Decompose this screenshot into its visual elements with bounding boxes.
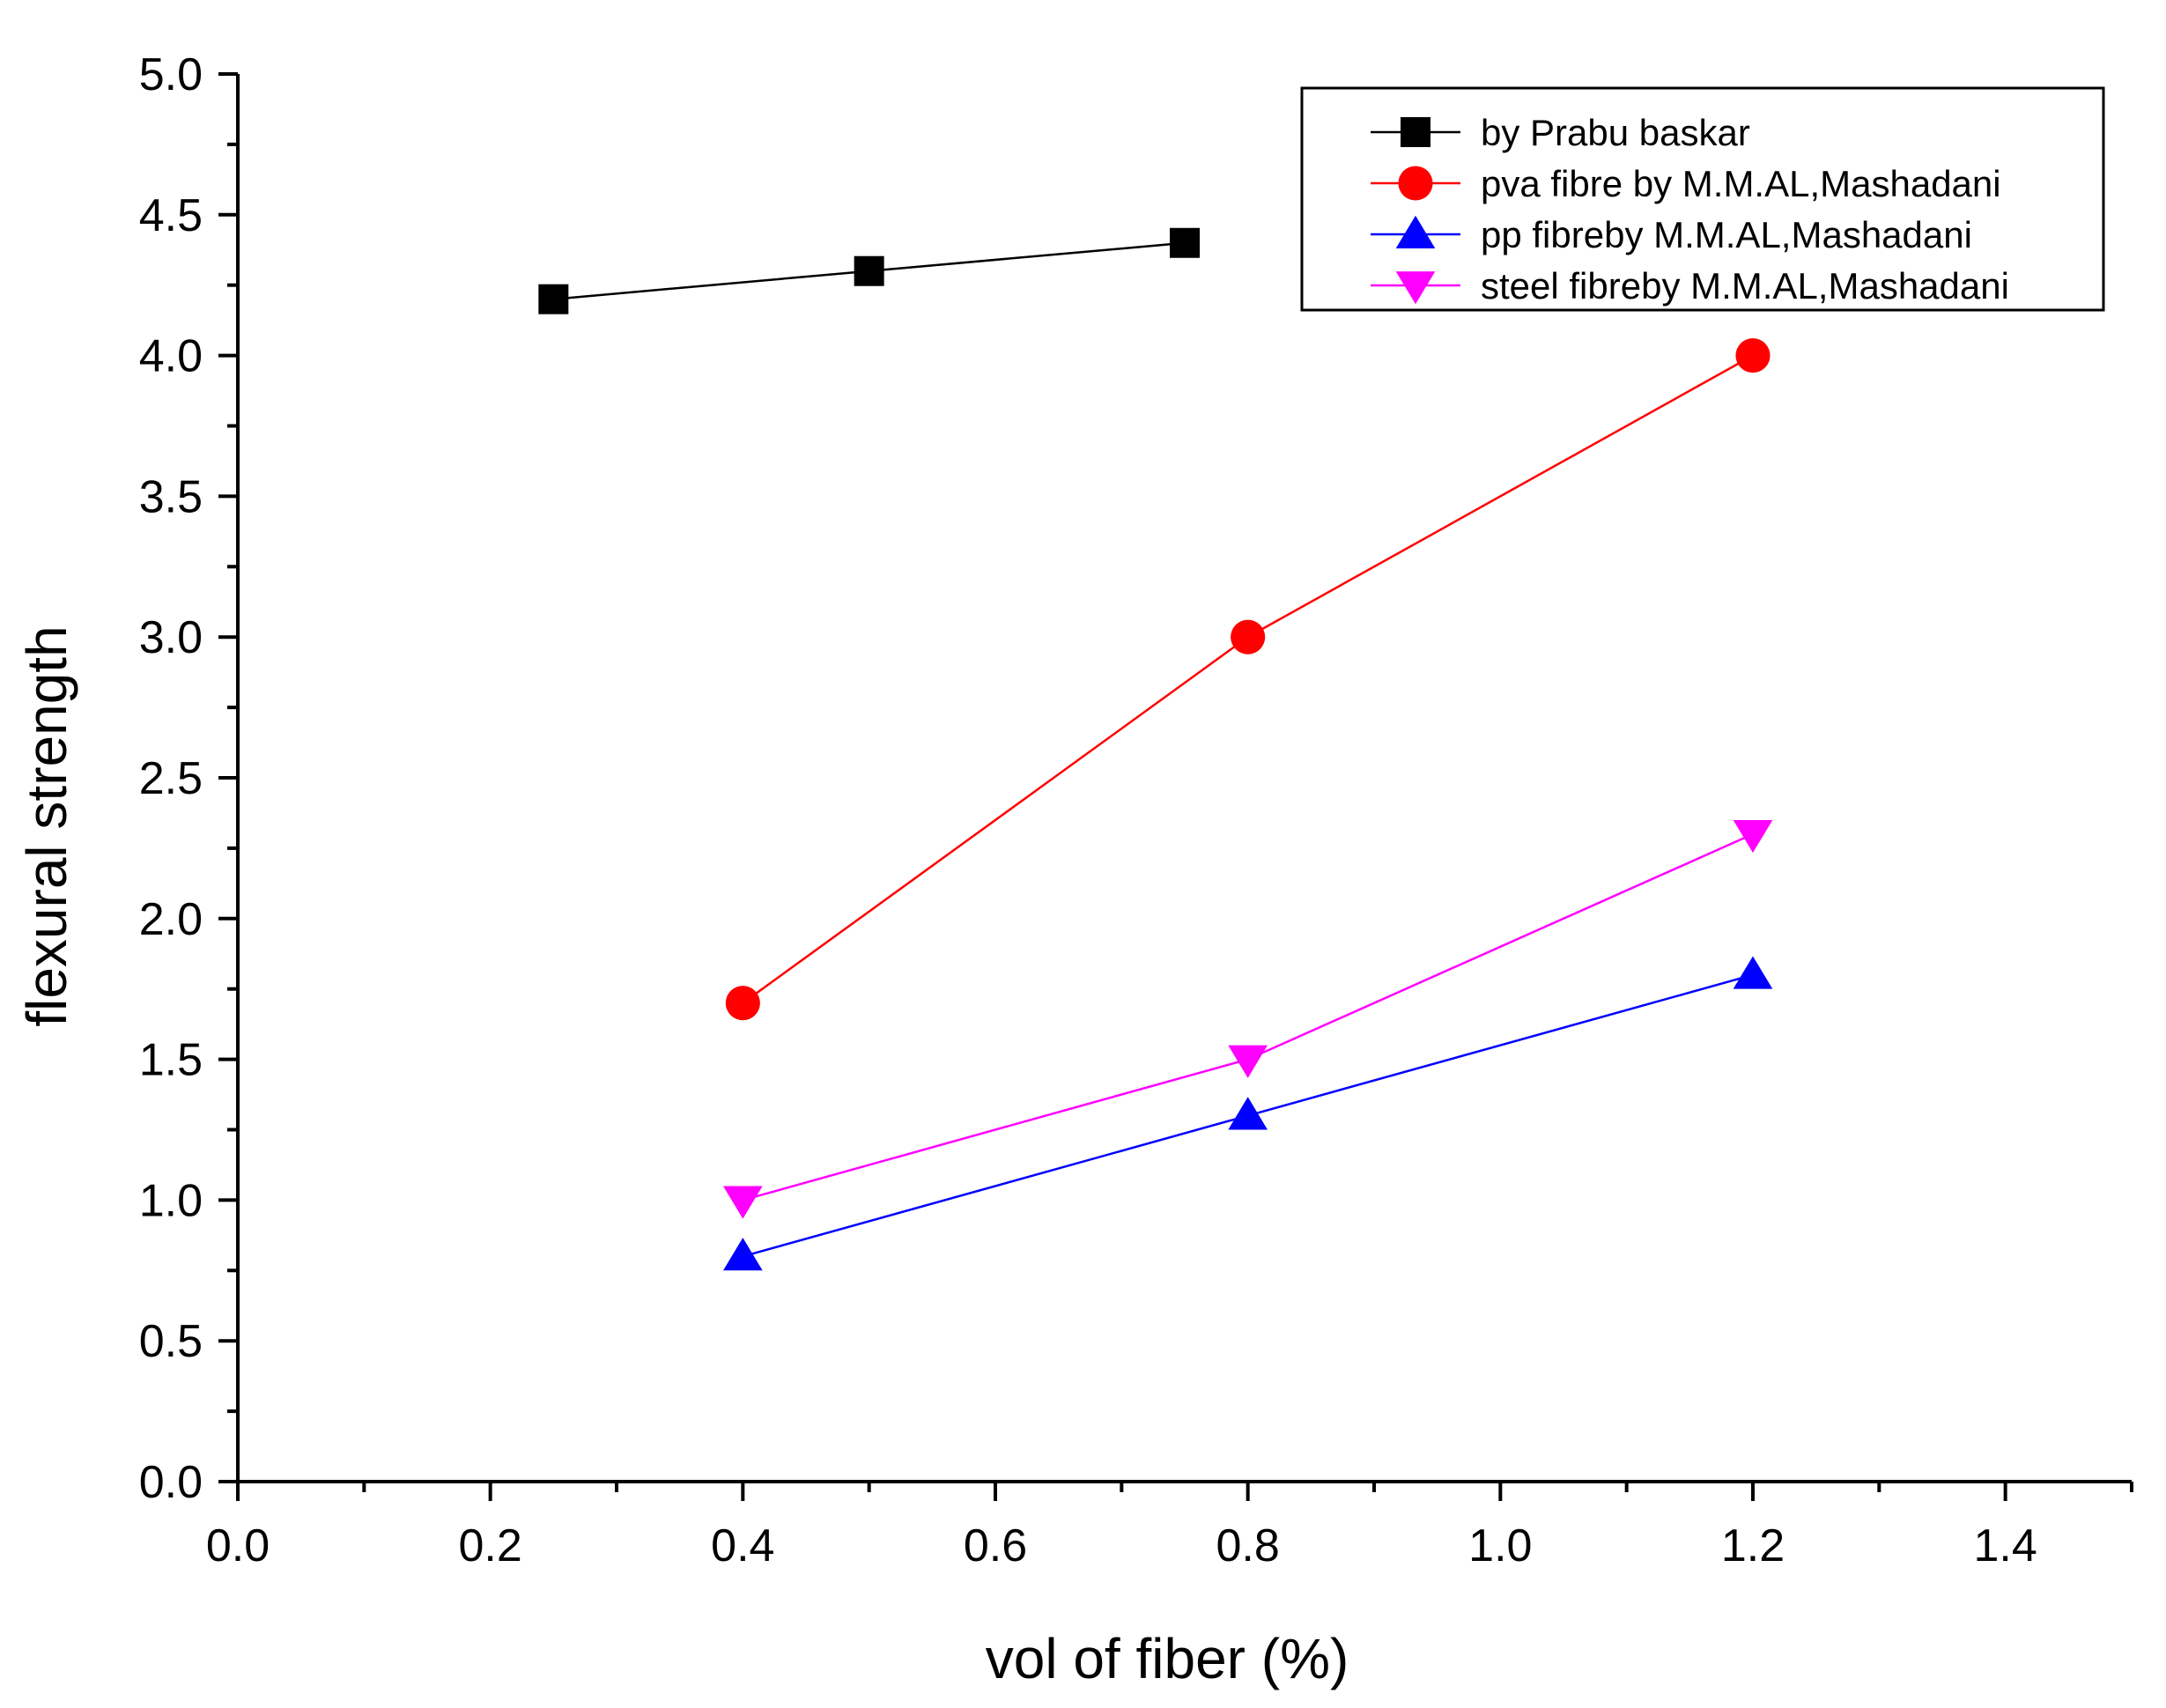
series-1 [725,338,1771,1021]
data-point [538,284,569,314]
data-point [1735,338,1771,373]
series-0 [538,227,1200,314]
x-tick-label: 0.4 [711,1520,774,1571]
data-point [1228,1097,1268,1130]
axes: 0.0 0.2 0.4 0.6 0.8 1.0 1.2 1.4 0.0 0.5 1.0 1.5 2.0 2… [139,49,2133,1571]
data-point [1231,619,1266,654]
data-point [1733,819,1773,854]
data-point [1733,956,1773,989]
data-point [723,1238,763,1271]
legend-marker [1395,271,1436,305]
series-3 [723,819,1773,1219]
y-tick-label: 2.0 [139,894,203,945]
y-tick-label: 0.5 [139,1316,203,1367]
data-point [854,255,884,286]
y-tick-label: 3.5 [139,471,203,522]
data-point [1170,227,1200,258]
legend-label: by Prabu baskar [1481,112,1750,153]
y-tick-label: 2.5 [139,753,203,804]
legend-box [1300,86,2105,312]
x-tick-label: 0.2 [459,1520,522,1571]
legend-marker [1401,117,1430,147]
y-tick-label: 3.0 [139,612,203,663]
legend-item: pva fibre by M.M.AL,Mashadani [1371,163,2001,204]
series-line [742,354,1754,1004]
y-tick-label: 4.0 [139,331,203,382]
y-tick-label: 1.0 [139,1175,203,1226]
legend-label: steel fibreby M.M.AL,Mashadani [1481,265,2009,307]
legend-item: steel fibreby M.M.AL,Mashadani [1371,265,2009,307]
x-tick-label: 0.0 [206,1520,270,1571]
x-tick-label: 0.8 [1216,1520,1280,1571]
legend-marker [1395,215,1436,248]
data-point [725,986,760,1021]
x-tick-label: 1.4 [1974,1520,2037,1571]
series-2 [723,956,1773,1271]
legend: by Prabu baskar pva fibre by M.M.AL,Masha… [1300,86,2105,312]
data-point [723,1186,763,1219]
x-axis-label: vol of fiber (%) [986,1627,1349,1690]
legend-label: pp fibreby M.M.AL,Mashadani [1481,214,1972,255]
y-axis-label: flexural strength [15,625,78,1026]
y-tick-label: 5.0 [139,49,203,100]
x-tick-label: 1.0 [1468,1520,1532,1571]
y-tick-label: 0.0 [139,1457,203,1508]
y-tick-label: 4.5 [139,190,203,241]
legend-marker [1398,166,1433,201]
x-tick-label: 1.2 [1721,1520,1785,1571]
y-tick-label: 1.5 [139,1035,203,1086]
x-tick-label: 0.6 [964,1520,1027,1571]
data-point [1228,1045,1268,1078]
legend-label: pva fibre by M.M.AL,Mashadani [1481,163,2001,204]
legend-item: by Prabu baskar [1371,112,1750,153]
legend-item: pp fibreby M.M.AL,Mashadani [1371,214,1972,255]
series-layer [538,227,1773,1271]
